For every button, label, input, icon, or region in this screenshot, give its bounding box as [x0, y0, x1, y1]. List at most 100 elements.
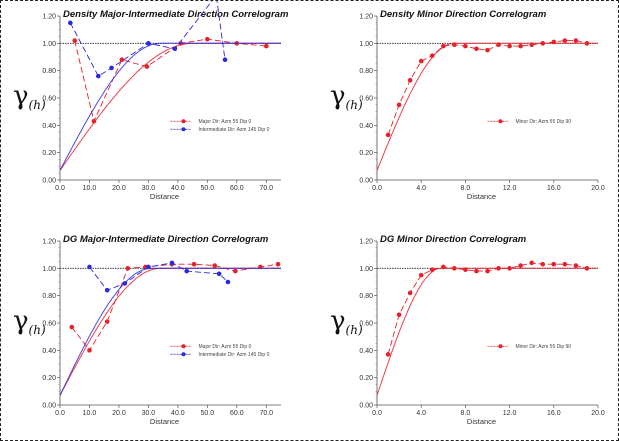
- legend-marker: [498, 119, 503, 124]
- model-curve: [60, 267, 281, 396]
- data-point: [69, 324, 75, 330]
- data-point: [385, 132, 391, 138]
- legend-label: Intermediate Dir: Azm 145 Dip 0: [199, 127, 270, 133]
- x-axis-label: Distance: [150, 417, 179, 426]
- x-tick-label: 12.0: [503, 410, 517, 417]
- y-tick-label: 0.20: [42, 150, 56, 157]
- y-tick-label: 0.40: [42, 348, 56, 355]
- model-curve: [60, 42, 281, 171]
- experimental-line: [387, 262, 588, 355]
- correlogram-panel: Density Minor Direction Correlogram0.000…: [330, 9, 605, 201]
- x-tick-label: 70.0: [259, 185, 273, 192]
- model-curve: [377, 42, 598, 171]
- x-tick-label: 20.0: [591, 410, 605, 417]
- data-point: [91, 118, 97, 124]
- y-tick-label: 0.00: [42, 178, 56, 185]
- series-group: [60, 36, 281, 171]
- data-point: [104, 287, 110, 293]
- data-point: [474, 46, 479, 52]
- y-tick-label: 1.20: [359, 14, 373, 21]
- x-tick-label: 40.0: [171, 410, 185, 417]
- x-tick-label: 20.0: [112, 410, 126, 417]
- y-tick-label: 1.20: [42, 14, 56, 21]
- x-tick-label: 70.0: [259, 410, 273, 417]
- data-point: [562, 38, 568, 43]
- x-tick-label: 30.0: [142, 410, 156, 417]
- data-point: [104, 319, 110, 324]
- gamma-subscript: (h): [346, 98, 363, 112]
- x-axis-label: Distance: [467, 192, 496, 201]
- y-tick-label: 0.00: [359, 178, 373, 185]
- data-point: [529, 42, 534, 47]
- y-tick-label: 0.80: [359, 68, 373, 75]
- data-point: [573, 263, 579, 268]
- y-tick-label: 0.60: [359, 96, 373, 103]
- y-tick-label: 1.00: [359, 266, 373, 273]
- data-point: [119, 57, 125, 63]
- y-tick-label: 1.20: [359, 239, 373, 246]
- legend-label: Major Dir: Azm 55 Dip 0: [199, 119, 252, 125]
- x-tick-label: 16.0: [547, 410, 561, 417]
- data-point: [275, 261, 281, 267]
- legend-marker: [181, 344, 186, 349]
- data-point: [496, 266, 501, 271]
- data-point: [551, 261, 557, 267]
- chart-title: DG Minor Direction Correlogram: [380, 234, 527, 245]
- gamma-symbol: γ: [330, 306, 346, 336]
- gamma-subscript: (h): [346, 323, 363, 337]
- y-tick-label: 0.20: [359, 150, 373, 157]
- data-point: [96, 73, 101, 79]
- x-tick-label: 0.0: [55, 185, 65, 192]
- data-point: [146, 41, 151, 46]
- data-point: [429, 53, 435, 58]
- x-tick-label: 10.0: [83, 410, 97, 417]
- x-axis-label: Distance: [150, 192, 179, 201]
- x-tick-label: 8.0: [461, 185, 471, 192]
- data-point: [562, 261, 568, 267]
- data-point: [441, 264, 446, 270]
- data-point: [441, 43, 446, 49]
- data-point: [518, 43, 523, 49]
- data-point: [429, 267, 435, 273]
- gamma-subscript: (h): [29, 98, 46, 112]
- legend-label: Minor Dir: Azm 55 Dip 90: [516, 344, 572, 350]
- data-point: [144, 64, 150, 69]
- data-point: [573, 38, 579, 43]
- y-tick-label: 0.00: [359, 403, 373, 410]
- data-point: [507, 266, 512, 271]
- data-point: [540, 261, 546, 267]
- data-point: [205, 36, 210, 42]
- data-point: [146, 264, 151, 270]
- y-tick-label: 0.40: [359, 123, 373, 130]
- model-curve: [60, 42, 281, 171]
- data-point: [212, 263, 217, 268]
- x-tick-label: 50.0: [201, 410, 215, 417]
- x-tick-label: 0.0: [372, 410, 382, 417]
- y-tick-label: 0.60: [42, 321, 56, 328]
- data-point: [452, 266, 457, 271]
- experimental-line: [71, 263, 279, 352]
- experimental-line: [74, 38, 267, 123]
- y-tick-label: 0.40: [42, 123, 56, 130]
- legend-marker: [181, 127, 186, 132]
- y-axis-label: γ(h): [13, 306, 46, 337]
- data-point: [72, 38, 78, 43]
- data-point: [418, 58, 424, 64]
- gamma-subscript: (h): [29, 323, 46, 337]
- data-point: [407, 290, 413, 296]
- data-point: [87, 348, 92, 353]
- x-tick-label: 60.0: [230, 410, 244, 417]
- chart-title: Density Major-Intermediate Direction Cor…: [63, 9, 289, 20]
- x-tick-label: 30.0: [142, 185, 156, 192]
- gamma-symbol: γ: [13, 81, 29, 111]
- data-point: [452, 42, 457, 47]
- model-curve: [377, 267, 598, 396]
- data-point: [551, 39, 557, 45]
- chart-title: DG Major-Intermediate Direction Correlog…: [63, 234, 269, 245]
- y-axis-label: γ(h): [330, 81, 363, 112]
- data-point: [485, 268, 490, 274]
- data-point: [385, 352, 391, 357]
- correlogram-panel: Density Major-Intermediate Direction Cor…: [13, 1, 289, 201]
